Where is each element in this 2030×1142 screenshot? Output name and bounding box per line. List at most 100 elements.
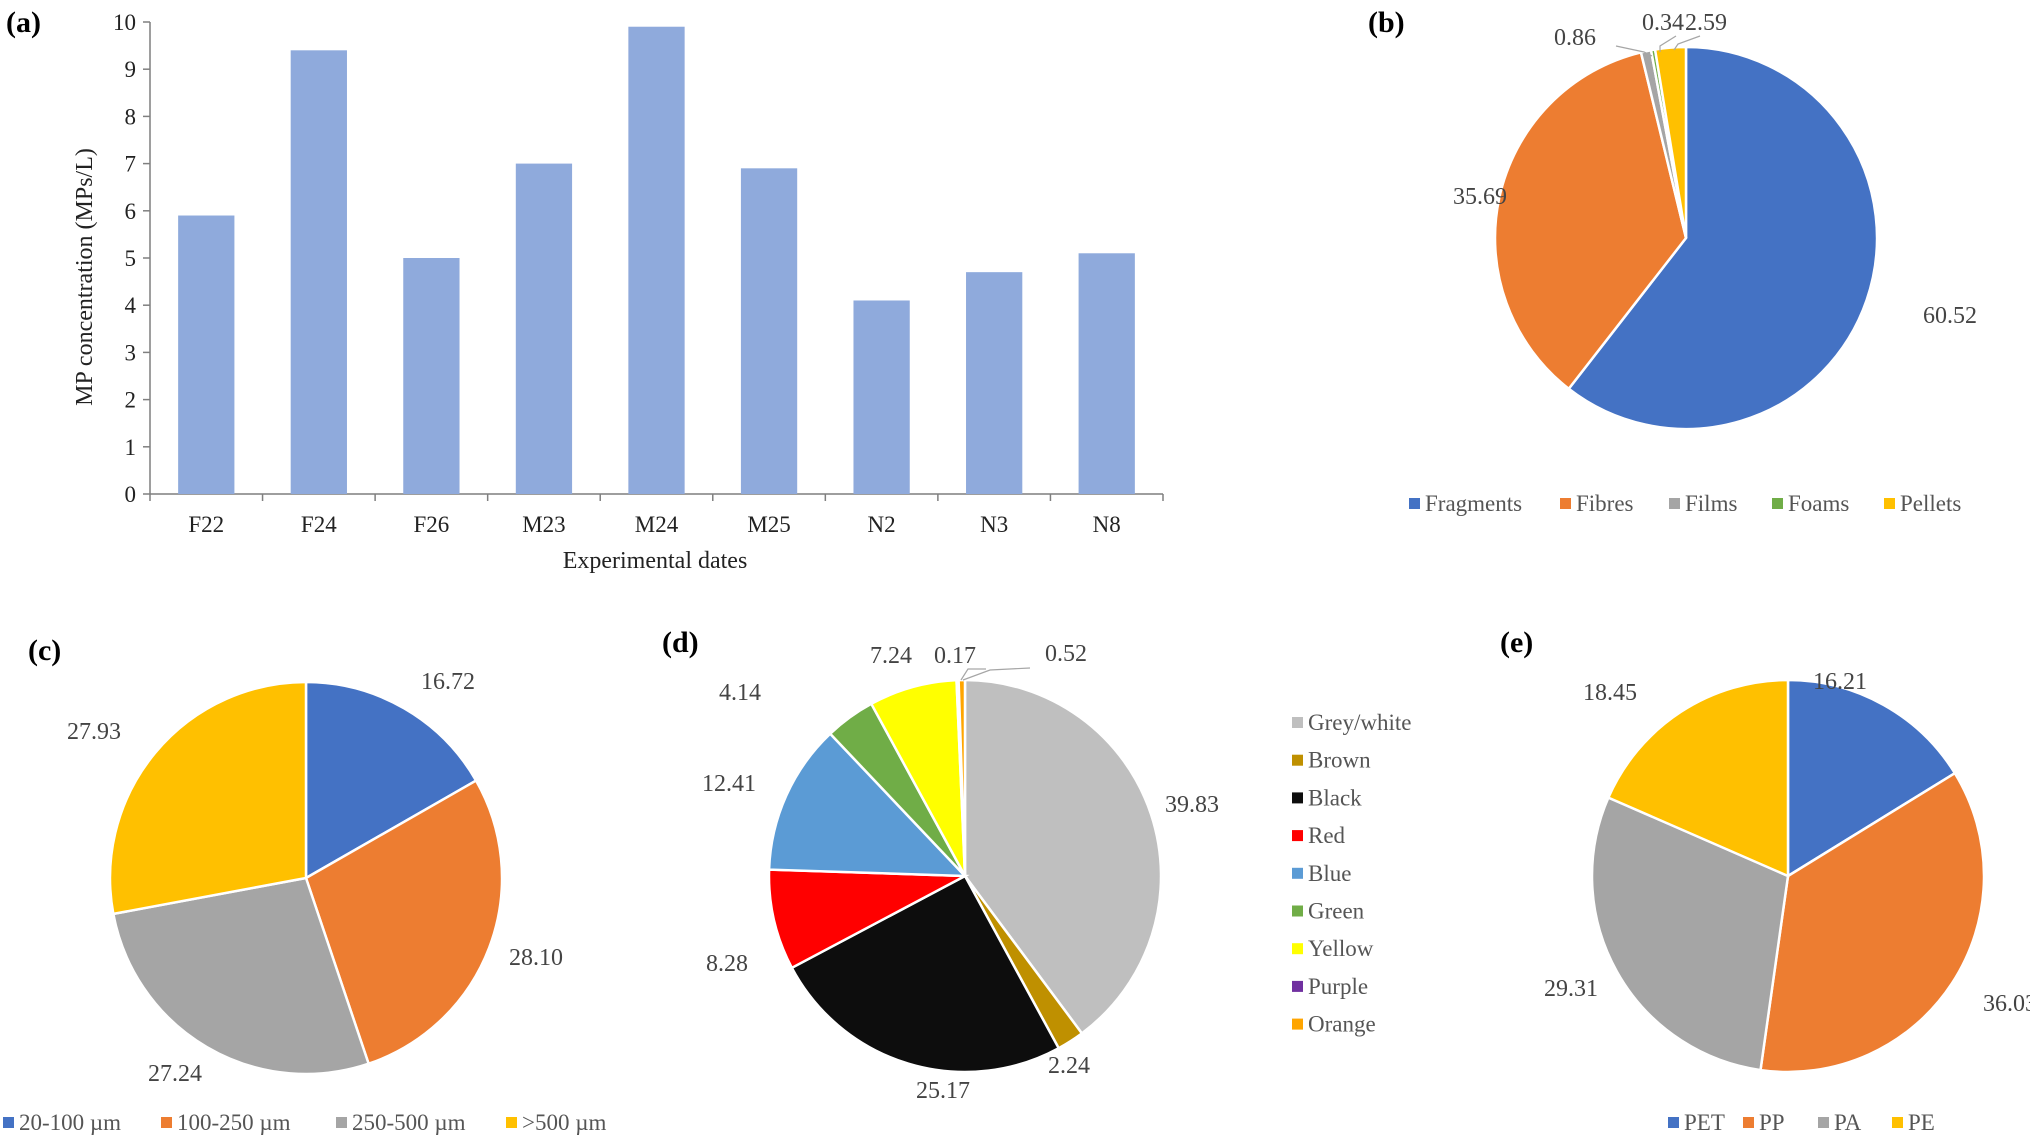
pie-slice-fibres (1493, 50, 1688, 391)
data-label-20-100-m: 16.72 (421, 669, 475, 695)
legend-label-pa: PA (1834, 1110, 1862, 1135)
pie-slice-100-250-m (304, 778, 504, 1066)
data-label-foams: 0.34 (1642, 10, 1684, 36)
pie-slice-red (767, 868, 970, 970)
data-label-pet: 16.21 (1813, 669, 1867, 695)
data-label-green: 4.14 (719, 680, 761, 706)
pie-slice-250-500-m (111, 876, 371, 1076)
legend-swatch-purple (1292, 980, 1303, 992)
x-tick-label: F24 (301, 512, 337, 537)
y-axis-title: MP concentration (MPs/L) (72, 148, 98, 406)
legend-swatch-foams (1772, 498, 1783, 509)
x-tick-label: N3 (980, 512, 1008, 537)
pie-slice-pet (1786, 678, 1957, 879)
pie-chart-panel-c: (c) 16.72 28.10 27.24 27.93 20-100 µm 100-25… (3, 634, 606, 1135)
data-label-grey-white: 39.83 (1165, 792, 1219, 818)
legend-label-100-250-m: 100-250 µm (177, 1110, 291, 1135)
legend-label-black: Black (1308, 785, 1362, 810)
pie-slice-20-100-m (304, 680, 478, 881)
legend-swatch-orange (1292, 1018, 1303, 1030)
legend-swatch-pe (1892, 1117, 1903, 1128)
legend-label-pet: PET (1684, 1110, 1725, 1135)
x-tick-label: N2 (868, 512, 896, 537)
data-label-250-500-m: 27.24 (148, 1061, 202, 1087)
data-label-yellow: 7.24 (870, 643, 912, 669)
legend-swatch-pa (1818, 1117, 1829, 1128)
data-label-pp: 36.03 (1983, 991, 2030, 1017)
leader-line (960, 668, 986, 681)
bar-f26 (403, 258, 460, 494)
pie-chart-panel-d: (d) 39.83 2.24 25.17 8.28 12.41 4.14 7.24 0.17 0… (662, 626, 1411, 1104)
x-axis-title: Experimental dates (563, 548, 748, 574)
pie-slice-blue (767, 731, 968, 878)
legend-swatch-black (1292, 792, 1303, 804)
pie-slice-pa (1590, 795, 1790, 1072)
legend-swatch-pet (1668, 1117, 1679, 1128)
y-tick-label: 6 (125, 199, 137, 224)
bar-n8 (1078, 253, 1135, 494)
leader-line (1673, 35, 1701, 51)
pie-slice-grey-white (963, 678, 1163, 1036)
pie-chart-panel-e: (e) 16.21 36.03 29.31 18.45 PET PP PA PE (1500, 626, 2030, 1135)
legend-swatch-pp (1743, 1117, 1754, 1128)
legend-swatch-grey-white (1292, 717, 1303, 728)
legend-swatch-pellets (1884, 498, 1895, 509)
bar-n2 (853, 300, 910, 494)
legend-swatch-red (1292, 830, 1303, 842)
legend-label-green: Green (1308, 899, 1365, 924)
bar-chart-panel-a: (a) MP concentration (MPs/L) Experimenta… (6, 6, 1164, 574)
legend-swatch-films (1669, 498, 1680, 509)
legend-swatch-blue (1292, 867, 1303, 879)
bar-n3 (966, 272, 1023, 494)
data-label-orange: 0.52 (1045, 641, 1087, 667)
legend-label-500-m: >500 µm (522, 1110, 606, 1135)
pie-slice-pe (1606, 678, 1790, 878)
pie-slice-orange (957, 678, 967, 877)
data-label-purple: 0.17 (934, 643, 976, 669)
data-label-red: 8.28 (706, 951, 748, 977)
y-tick-label: 10 (113, 10, 136, 35)
pie-slice-500-m (108, 680, 308, 916)
legend-label-red: Red (1308, 823, 1346, 848)
legend-label-pellets: Pellets (1900, 491, 1961, 516)
panel-label-e: (e) (1500, 626, 1533, 659)
y-tick-label: 4 (125, 293, 137, 318)
legend-label-blue: Blue (1308, 861, 1351, 886)
legend-label-pp: PP (1759, 1110, 1785, 1135)
y-tick-label: 3 (125, 340, 137, 365)
y-tick-label: 8 (125, 104, 137, 129)
data-label-brown: 2.24 (1048, 1053, 1090, 1079)
panel-label-b: (b) (1368, 6, 1405, 39)
legend-swatch-250-500-m (336, 1117, 347, 1128)
pie-slice-fragments (1566, 45, 1879, 431)
leader-line (1615, 45, 1653, 57)
legend-swatch-100-250-m (161, 1117, 172, 1128)
y-tick-label: 5 (125, 246, 137, 271)
bar-m25 (740, 168, 798, 494)
legend-label-fragments: Fragments (1425, 491, 1522, 516)
data-label-blue: 12.41 (702, 771, 756, 797)
data-label-pa: 29.31 (1544, 976, 1598, 1002)
legend-swatch-brown (1292, 754, 1303, 766)
legend-label-20-100-m: 20-100 µm (19, 1110, 121, 1135)
x-tick-label: M25 (747, 512, 790, 537)
legend-label-grey-white: Grey/white (1308, 710, 1411, 735)
legend-label-pe: PE (1908, 1110, 1935, 1135)
y-tick-label: 2 (125, 388, 137, 413)
pie-slice-pellets (1653, 45, 1688, 239)
y-tick-label: 9 (125, 57, 137, 82)
x-tick-label: F26 (413, 512, 449, 537)
bar-m24 (628, 26, 685, 494)
panel-label-a: (a) (6, 6, 41, 39)
x-tick-label: N8 (1093, 512, 1121, 537)
legend-label-orange: Orange (1308, 1012, 1376, 1037)
x-tick-label: M24 (635, 512, 679, 537)
pie-slice-pp (1759, 771, 1986, 1074)
legend-label-yellow: Yellow (1308, 936, 1374, 961)
legend-label-foams: Foams (1788, 491, 1849, 516)
legend-swatch-20-100-m (3, 1117, 14, 1128)
legend-label-brown: Brown (1308, 748, 1371, 773)
bar-m23 (515, 163, 573, 494)
bar-f22 (178, 215, 235, 494)
